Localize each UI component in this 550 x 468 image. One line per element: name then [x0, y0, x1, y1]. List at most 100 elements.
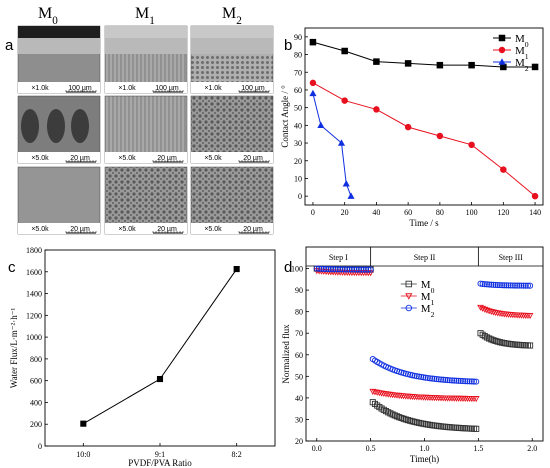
chart-b-point-M0 [404, 60, 412, 67]
chart-b-xtick-label: 40 [372, 208, 380, 217]
chart-d-point-M2 [483, 281, 491, 288]
chart-b-legend-label-M2: M2 [515, 57, 529, 73]
chart-d-point-M2 [330, 266, 337, 273]
chart-d-point-M2 [341, 266, 348, 273]
chart-c-ytick-label: 0 [38, 442, 42, 451]
chart-d-point-M2 [435, 376, 442, 383]
sem-micrograph [17, 166, 101, 235]
sem-column-heading-M1: M1 [135, 5, 155, 27]
chart-b-ytick-label: 70 [294, 68, 302, 77]
chart-b-point-M1 [309, 79, 317, 87]
panel-label-d: d [284, 259, 292, 276]
chart-d-point-M1 [483, 307, 491, 314]
chart-d-legend-label-M0: M0 [421, 279, 435, 295]
chart-c-xtick-label: 9:1 [155, 450, 165, 459]
membrane-cross-section [18, 38, 100, 54]
chart-d-point-M2 [527, 282, 534, 289]
sem-scale-text: 100 µm [241, 85, 265, 92]
chart-b-legend-label-M1: M1 [515, 45, 529, 61]
chart-d-point-M2 [327, 266, 334, 273]
chart-d-point-M2 [511, 282, 519, 289]
chart-d-point-M2 [422, 374, 429, 381]
chart-d-legend-label-M2: M2 [421, 303, 435, 319]
chart-d-point-M2 [362, 266, 370, 273]
sem-column-heading-M0-sub: 0 [52, 15, 58, 27]
chart-b-legend-label-M0-base: M [515, 33, 525, 45]
chart-d-legend-label-M1: M1 [421, 291, 435, 307]
chart-b-point-M1 [404, 123, 412, 131]
sem-micrograph [190, 95, 274, 164]
chart-d-point-M2 [426, 375, 434, 382]
chart-b-ytick-label: 90 [294, 33, 302, 42]
chart-d-point-M2 [442, 376, 449, 383]
chart-d-ytick-label: 40 [295, 394, 303, 403]
chart-c-ytick-label: 1800 [26, 246, 42, 255]
chart-d-point-M2 [505, 282, 512, 289]
chart-d-point-M2 [413, 373, 420, 380]
chart-d-point-M2 [323, 265, 330, 273]
sem-scale-text: 100 µm [68, 85, 92, 92]
chart-d-point-M2 [468, 378, 475, 385]
chart-d-xtick-label: 2.0 [527, 444, 537, 453]
sem-magnification: ×1.0k [204, 85, 222, 92]
chart-b-series-line-M1 [312, 82, 536, 197]
chart-d-point-M2 [501, 282, 508, 289]
chart-d-point-M1 [369, 388, 377, 395]
chart-b-legend-label-M2-sub: 2 [525, 64, 529, 73]
chart-c-xtick-label: 10:0 [76, 450, 90, 459]
chart-d-point-M2 [415, 373, 423, 380]
chart-d-point-M1 [481, 306, 489, 313]
chart-d-point-M2 [420, 374, 427, 381]
chart-d-point-M2 [455, 377, 462, 384]
chart-d-point-M2 [459, 378, 467, 385]
chart-d-xtick-label: 1.5 [473, 444, 483, 453]
chart-d-point-M2 [424, 374, 431, 382]
sem-image-M1-row3: ×5.0k 20 µm [104, 166, 188, 235]
macrovoid [47, 109, 65, 143]
sem-column-heading-M0-base: M [38, 5, 52, 22]
chart-b-point-M0 [373, 58, 380, 65]
chart-d-point-M2 [479, 280, 486, 287]
chart-d-ytick-label: 50 [295, 372, 303, 381]
chart-b-point-M0 [436, 61, 444, 69]
chart-d-point-M2 [444, 377, 451, 384]
chart-b-point-M1 [373, 106, 380, 113]
chart-d-point-M1 [479, 305, 487, 312]
chart-d-legend-label-M1-base: M [421, 291, 431, 303]
membrane-top-layer [191, 26, 273, 38]
sem-magnification: ×5.0k [31, 155, 49, 162]
chart-b-point-M1 [341, 97, 348, 104]
chart-b-xtick-label: 80 [436, 208, 444, 217]
chart-b-point-M1 [468, 141, 475, 149]
chart-b-point-M0 [500, 63, 507, 71]
chart-b-legend-label-M0: M0 [515, 33, 529, 49]
chart-d-point-M2 [325, 266, 332, 273]
chart-c-frame [44, 249, 276, 447]
chart-c-ytick-label: 600 [30, 377, 42, 386]
chart-c-ytick-label: 1000 [26, 333, 42, 342]
chart-d-point-M2 [431, 375, 438, 382]
chart-b-point-M2 [342, 180, 350, 187]
chart-b-ytick-label: 20 [294, 157, 302, 166]
chart-c-series-line [83, 268, 238, 425]
sem-image-M1-row1: ×1.0k 100 µm [104, 25, 188, 94]
chart-b-ytick-label: 0 [298, 192, 302, 201]
sem-info-strip [105, 152, 187, 163]
chart-d-point-M2 [334, 266, 341, 273]
chart-d-point-M2 [503, 282, 510, 289]
sem-image-M0-row1: ×1.0k 100 µm [17, 25, 101, 94]
panel-a-sem-images: a M0 M1 M2 ×1.0k 100 µm ×1.0k 100 µm ×1.0k 100 … [5, 5, 274, 235]
chart-c-ytick-label: 200 [30, 420, 42, 429]
chart-b-point-M1 [531, 192, 539, 200]
chart-d-point-M2 [488, 281, 495, 288]
chart-d-legend-label-M2-sub: 2 [431, 310, 435, 319]
sem-info-strip [18, 152, 100, 163]
chart-d-point-M2 [492, 281, 499, 288]
chart-d-frame [305, 246, 544, 442]
chart-d-legend-label-M1-sub: 1 [431, 298, 435, 307]
chart-d-point-M2 [462, 378, 469, 385]
chart-d-step-label: Step I [329, 253, 348, 262]
chart-d-point-M1 [526, 313, 534, 320]
